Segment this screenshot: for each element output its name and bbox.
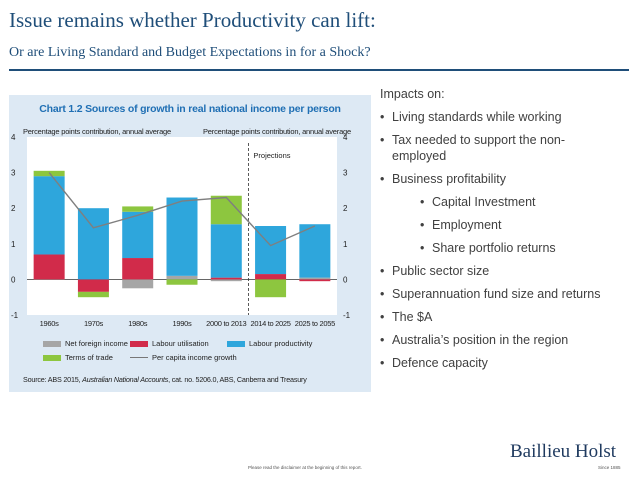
y-tick-label-left: 4 xyxy=(11,133,16,142)
bar-labour-utilisation-4 xyxy=(210,277,242,280)
legend-label-per-capita: Per capita income growth xyxy=(152,353,237,362)
y-tick-label-left: 3 xyxy=(11,169,16,178)
bar-terms-of-trade-4 xyxy=(210,195,242,225)
bullet-dot: • xyxy=(380,264,385,278)
bar-terms-of-trade-1 xyxy=(77,291,109,298)
bullet-dot: • xyxy=(380,310,385,324)
projections-label: Projections xyxy=(253,151,290,160)
bar-terms-of-trade-2 xyxy=(122,206,154,212)
bullet-dot: • xyxy=(380,133,385,147)
bar-labour-productivity-3 xyxy=(166,197,198,276)
legend-swatch-labour-utilisation xyxy=(130,341,148,347)
disclaimer-note: Please read the disclaimer at the beginn… xyxy=(248,465,362,470)
legend-label-labour-utilisation: Labour utilisation xyxy=(152,339,209,348)
chart-panel: -1 -1 0 0 1 1 2 2 3 3 4 4 Projections 1960s 1970s 1980s… xyxy=(9,95,371,392)
y-tick-label-right: 0 xyxy=(343,275,348,284)
baillieu-holst-logo: Baillieu Holst xyxy=(510,441,617,462)
bullet-dot: • xyxy=(380,110,385,124)
bar-terms-of-trade-5 xyxy=(255,279,287,298)
bullet-dot: • xyxy=(420,195,425,209)
legend-label-net-foreign-income: Net foreign income xyxy=(65,339,128,348)
bar-labour-productivity-1 xyxy=(77,208,109,280)
bullet-dot: • xyxy=(380,333,385,347)
chart-source-italic: Australian National Accounts xyxy=(82,375,169,384)
chart-svg: -1 -1 0 0 1 1 2 2 3 3 4 4 Projections 1960s 1970s 1980s… xyxy=(11,133,351,328)
bar-net-foreign-income-4 xyxy=(210,279,242,282)
bullet-dot: • xyxy=(420,218,425,232)
y-tick-label-left: 1 xyxy=(11,240,16,249)
y-tick-label-right: 3 xyxy=(343,169,348,178)
bar-labour-utilisation-5 xyxy=(255,274,287,280)
bar-terms-of-trade-3 xyxy=(166,279,198,285)
x-tick-label: 1960s xyxy=(40,319,59,328)
bar-labour-utilisation-1 xyxy=(77,279,109,292)
chart-source: Source: ABS 2015, Australian National Ac… xyxy=(23,375,307,384)
bar-labour-utilisation-2 xyxy=(122,258,154,280)
y-tick-label-left: 2 xyxy=(11,204,16,213)
bar-labour-productivity-0 xyxy=(33,176,65,255)
chart-ylabel-right: Percentage points contribution, annual a… xyxy=(203,127,351,136)
bar-net-foreign-income-3 xyxy=(166,275,198,280)
legend-swatch-net-foreign-income xyxy=(43,341,61,347)
slide-subtitle: Or are Living Standard and Budget Expect… xyxy=(9,45,371,60)
y-tick-label-right: -1 xyxy=(343,311,351,320)
per-capita-income-line xyxy=(48,172,316,247)
x-tick-label: 1970s xyxy=(84,319,103,328)
y-tick-label-left: -1 xyxy=(11,311,19,320)
chart-title: Chart 1.2 Sources of growth in real nati… xyxy=(39,103,341,115)
x-tick-label: 2025 to 2055 xyxy=(295,319,335,328)
bar-labour-utilisation-6 xyxy=(299,279,331,282)
x-tick-label: 1990s xyxy=(173,319,192,328)
y-tick-label-right: 4 xyxy=(343,133,348,142)
x-tick-label: 1980s xyxy=(128,319,147,328)
bar-net-foreign-income-2 xyxy=(122,279,154,289)
bar-labour-productivity-6 xyxy=(299,224,331,278)
chart-ylabel-left: Percentage points contribution, annual a… xyxy=(23,127,171,136)
bullet-dot: • xyxy=(420,241,425,255)
x-tick-label: 2014 to 2025 xyxy=(250,319,290,328)
y-tick-label-right: 1 xyxy=(343,240,348,249)
legend-swatch-terms-of-trade xyxy=(43,355,61,361)
legend-label-terms-of-trade: Terms of trade xyxy=(65,353,113,362)
bar-labour-utilisation-0 xyxy=(33,254,65,280)
title-rule xyxy=(9,69,629,71)
bullet-dot: • xyxy=(380,172,385,186)
bar-net-foreign-income-6 xyxy=(299,277,331,280)
y-tick-label-right: 2 xyxy=(343,204,348,213)
slide-title: Issue remains whether Productivity can l… xyxy=(9,8,376,32)
bullet-dot: • xyxy=(380,287,385,301)
bullet-dot: • xyxy=(380,356,385,370)
chart-source-suffix: , cat. no. 5206.0, ABS, Canberra and Tre… xyxy=(168,375,307,384)
bar-labour-productivity-4 xyxy=(210,224,242,278)
bar-labour-productivity-2 xyxy=(122,211,154,259)
legend-label-labour-productivity: Labour productivity xyxy=(249,339,313,348)
logo-since: Since 1885 xyxy=(598,465,621,470)
x-tick-label: 2000 to 2013 xyxy=(206,319,246,328)
legend-line-per-capita xyxy=(130,357,148,358)
impacts-heading: Impacts on: xyxy=(380,87,445,101)
legend-swatch-labour-productivity xyxy=(227,341,245,347)
chart-source-prefix: Source: ABS 2015, xyxy=(23,375,83,384)
y-tick-label-left: 0 xyxy=(11,275,16,284)
